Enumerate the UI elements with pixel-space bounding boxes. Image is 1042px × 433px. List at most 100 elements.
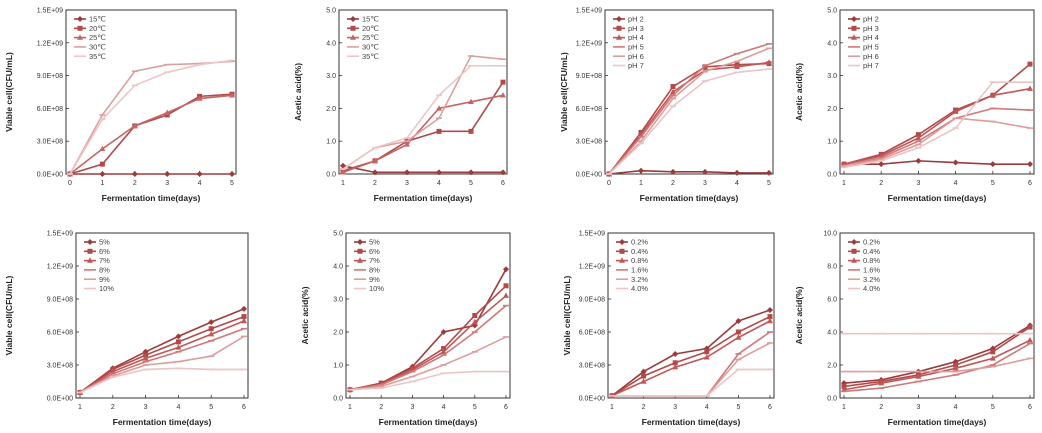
y-axis-label: Viable cell(CFU/mL) [4, 52, 14, 132]
x-tick-label: 4 [198, 180, 202, 187]
y-tick-label: 5.0 [827, 8, 837, 15]
data-point [878, 379, 885, 386]
x-tick-label: 2 [133, 180, 137, 187]
series-line [342, 165, 503, 174]
series-line [843, 324, 1031, 384]
plot-frame [839, 232, 1035, 399]
legend-entry: 1.6% [848, 266, 880, 275]
series-line [611, 315, 771, 397]
x-tick-label: 3 [916, 404, 920, 411]
series-line [79, 320, 245, 394]
y-tick-label: 1.0 [326, 139, 336, 146]
y-tick-label: 6.0E+08 [576, 106, 602, 113]
data-point [441, 346, 447, 351]
data-point [241, 305, 247, 312]
y-tick-label: 0.0 [827, 396, 837, 403]
series-line [79, 335, 245, 394]
data-point [500, 169, 506, 176]
data-point [735, 318, 742, 324]
series-line [843, 342, 1031, 393]
data-point [208, 326, 214, 332]
y-tick-label: 6.0E+08 [579, 330, 605, 337]
x-tick-label: 2 [671, 180, 675, 187]
x-tick-label: 4 [437, 180, 441, 187]
y-tick-label: 1.5E+09 [576, 8, 602, 15]
legend-entry: 15℃ [347, 15, 379, 24]
data-point [702, 168, 708, 175]
y-tick-label: 3.0 [326, 73, 336, 80]
legend-entry: pH 5 [848, 43, 879, 52]
legend-entry: 0.8% [848, 256, 880, 265]
y-tick-label: 3.0 [333, 297, 343, 304]
x-tick-label: 4 [954, 404, 958, 411]
data-point [468, 169, 474, 176]
x-tick-label: 3 [703, 180, 707, 187]
legend-entry: pH 5 [613, 43, 644, 52]
legend-label: pH 7 [863, 61, 879, 70]
series-line [608, 68, 770, 175]
series-line [608, 61, 770, 175]
legend-label: 4.0% [863, 284, 880, 293]
legend-entry: 5% [354, 238, 380, 247]
data-point [208, 331, 215, 337]
legend-entry: 7% [84, 256, 110, 265]
data-point [703, 354, 710, 360]
chart-panel-4: 0.0 1.0 2.0 3.0 4.0 5.0 1 2 3 4 5 6 Fermentation tim… [794, 8, 1035, 203]
data-point [175, 333, 182, 340]
legend-entry: pH 7 [613, 61, 644, 70]
legend-entry: pH 6 [613, 52, 644, 61]
y-tick-label: 9.0E+08 [47, 297, 73, 304]
x-tick-label: 3 [916, 180, 920, 187]
x-tick-label: 4 [442, 404, 446, 411]
data-point [500, 92, 506, 98]
y-tick-label: 8.0 [827, 264, 837, 271]
data-point [702, 64, 708, 70]
x-tick-label: 3 [673, 404, 677, 411]
x-tick-label: 6 [1028, 404, 1032, 411]
legend-entry: 1.6% [616, 266, 648, 275]
data-point [767, 317, 773, 324]
legend-entry: pH 2 [613, 15, 644, 24]
data-point [878, 161, 885, 168]
x-tick-label: 3 [144, 404, 148, 411]
legend-label: pH 7 [628, 61, 644, 70]
legend-label: 15℃ [89, 15, 106, 24]
y-tick-label: 1.2E+09 [37, 40, 63, 47]
x-axis-label: Fermentation time(days) [640, 193, 739, 203]
chart-panel-3: 0.0E+00 3.0E+08 6.0E+08 9.0E+08 1.2E+09 1.5E+… [559, 8, 774, 203]
y-axis-label: Viable cell(CFU/mL) [559, 52, 569, 132]
plot-frame [75, 232, 249, 399]
legend-entry: 35℃ [347, 52, 379, 61]
legend-entry: pH 3 [613, 24, 644, 33]
data-point [503, 283, 509, 289]
legend-entry: 25℃ [347, 33, 379, 42]
legend-marker [350, 16, 356, 22]
data-point [208, 319, 215, 326]
legend-label: 4.0% [631, 284, 648, 293]
legend-label: 0.8% [863, 256, 880, 265]
legend-label: pH 3 [863, 24, 879, 33]
y-tick-label: 5.0 [333, 231, 343, 238]
series-line [612, 368, 770, 397]
plot-frame [839, 9, 1035, 175]
legend-entry: 4.0% [848, 284, 880, 293]
legend-label: pH 6 [628, 52, 644, 61]
x-axis-label: Fermentation time(days) [888, 417, 987, 427]
data-point [915, 132, 921, 138]
legend-marker [851, 16, 857, 22]
series-line [608, 47, 770, 175]
data-point [1027, 161, 1033, 168]
y-tick-label: 4.0 [827, 40, 837, 47]
data-point [1027, 324, 1033, 330]
data-point [672, 360, 678, 366]
data-point [704, 349, 710, 355]
series-line [342, 55, 504, 170]
x-tick-label: 0 [607, 180, 611, 187]
data-point [372, 157, 378, 164]
legend-marker [616, 34, 622, 40]
data-point [766, 169, 772, 176]
x-tick-label: 4 [735, 180, 739, 187]
data-point [915, 373, 922, 379]
legend-entry: 0.4% [616, 247, 648, 256]
x-tick-label: 6 [242, 404, 246, 411]
